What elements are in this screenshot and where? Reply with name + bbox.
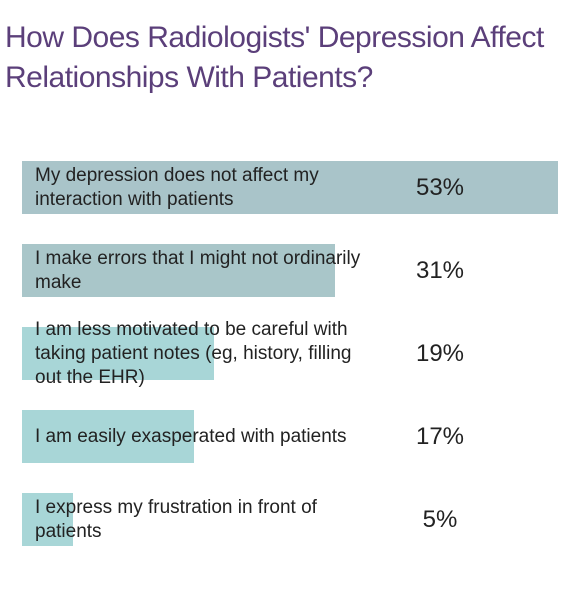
category-label: My depression does not affect my interac… <box>35 164 319 210</box>
category-label: I am less motivated to be careful with t… <box>35 318 352 388</box>
value-label: 5% <box>422 505 458 533</box>
category-label: I express my frustration in front of pat… <box>35 496 317 542</box>
category-label: I am easily exasperated with patients <box>35 425 347 447</box>
category-label: I make errors that I might not ordinaril… <box>35 247 361 293</box>
value-label: 17% <box>415 422 465 450</box>
bar <box>22 244 336 297</box>
bar <box>22 410 194 463</box>
bar <box>22 161 558 214</box>
chart-title: How Does Radiologists' Depression Affect… <box>5 21 544 94</box>
value-label: 31% <box>415 256 465 284</box>
bar <box>22 327 215 380</box>
value-label: 53% <box>415 173 465 201</box>
bar <box>22 493 73 546</box>
value-label: 19% <box>415 339 465 367</box>
